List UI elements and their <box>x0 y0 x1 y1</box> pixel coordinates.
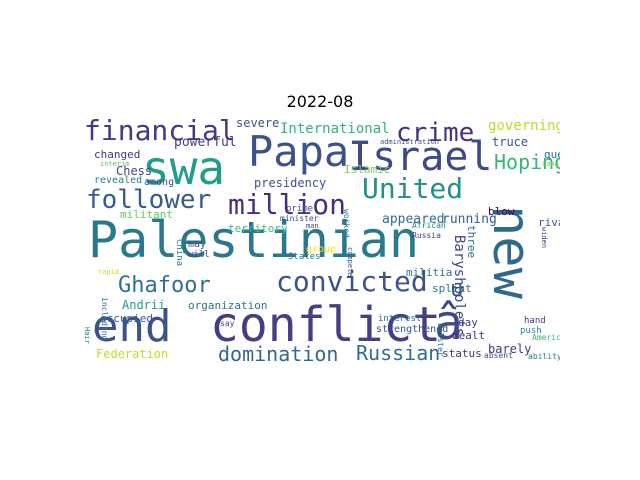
cloud-word: prime <box>286 204 314 214</box>
cloud-word: ability <box>528 352 560 361</box>
cloud-word: que <box>544 148 560 161</box>
cloud-word: follower <box>86 185 212 215</box>
cloud-word: u <box>450 277 464 302</box>
cloud-word: hand <box>524 316 546 326</box>
cloud-word: swa <box>142 141 226 195</box>
cloud-word: status <box>442 347 482 360</box>
cloud-word: appeared <box>382 212 445 227</box>
cloud-word: domination <box>218 342 339 366</box>
cloud-word: International <box>280 121 390 137</box>
cloud-word: interest <box>378 314 422 324</box>
cloud-word: widen <box>540 227 548 249</box>
cloud-word: interim <box>100 160 130 168</box>
cloud-word: Islamic <box>344 163 391 176</box>
cloud-word: million <box>228 188 347 221</box>
cloud-word: truce <box>492 135 529 149</box>
cloud-word: changed <box>94 148 141 161</box>
cloud-word: governing <box>488 118 560 134</box>
cloud-word: day <box>458 316 478 329</box>
cloud-word: worked <box>342 209 351 238</box>
cloud-word: organization <box>188 299 268 312</box>
cloud-word: dealt <box>452 329 486 342</box>
cloud-word: States <box>288 252 321 262</box>
cloud-word: Papa <box>248 127 350 176</box>
cloud-word: barely <box>488 342 532 356</box>
cloud-word: three <box>465 225 478 259</box>
cloud-word: convicted <box>276 265 428 298</box>
cloud-word: minister <box>280 214 319 223</box>
cloud-word: splint <box>432 282 472 295</box>
cloud-word: American <box>532 333 560 342</box>
cloud-word: among <box>144 177 175 188</box>
cloud-word: Andrii <box>122 298 166 312</box>
cloud-word: â <box>434 295 463 351</box>
cloud-word: militant <box>120 208 173 221</box>
cloud-word: revealed <box>94 175 143 186</box>
cloud-word: running <box>442 212 497 227</box>
cloud-word: crime <box>396 118 475 148</box>
cloud-word: Ghafoor <box>118 273 211 298</box>
cloud-word: strengthened <box>376 324 449 335</box>
cloud-word: push <box>520 326 542 336</box>
cloud-word: presidency <box>254 176 327 190</box>
cloud-word: Hair <box>83 327 91 344</box>
cloud-word: end <box>92 301 172 352</box>
cloud-word: China <box>174 239 184 267</box>
cloud-word: Russia <box>412 231 441 240</box>
word-cloud: Palestinian new end conflict â swa Papa … <box>80 117 560 367</box>
chart-title: 2022-08 <box>286 92 354 111</box>
cloud-word: Israel <box>348 134 493 180</box>
cloud-word: Baryshpolets <box>451 235 467 337</box>
cloud-word: new <box>481 205 541 299</box>
cloud-word: compete <box>346 247 354 277</box>
cloud-word: rapid <box>98 268 120 276</box>
cloud-word: administration <box>380 138 440 146</box>
cloud-word: territory <box>228 222 288 235</box>
cloud-word: severe <box>236 117 280 130</box>
cloud-word: may <box>188 239 207 250</box>
cloud-word: blow <box>488 205 515 218</box>
cloud-word: occupied <box>100 312 153 325</box>
cloud-word: absent <box>484 351 513 360</box>
cloud-word: United <box>362 172 464 205</box>
cloud-word: Palestinian <box>88 211 420 269</box>
cloud-word: group <box>306 244 337 255</box>
cloud-word: militia <box>406 266 453 279</box>
cloud-word: Russian <box>356 341 441 365</box>
cloud-word: rival <box>538 216 560 229</box>
cloud-word: Chess <box>116 164 153 178</box>
cloud-word: bolster <box>436 323 445 357</box>
cloud-word: powerful <box>174 135 237 150</box>
cloud-word: financial <box>84 117 236 147</box>
cloud-word: Federation <box>96 347 169 361</box>
cloud-word: Canal <box>542 160 560 168</box>
cloud-word: African <box>412 221 446 230</box>
cloud-word: including <box>100 297 109 341</box>
cloud-word: conflict <box>210 297 442 353</box>
cloud-word: man <box>306 222 319 230</box>
cloud-word: say <box>220 319 235 328</box>
cloud-word: will <box>188 250 210 260</box>
cloud-word: Hoping <box>494 150 560 174</box>
